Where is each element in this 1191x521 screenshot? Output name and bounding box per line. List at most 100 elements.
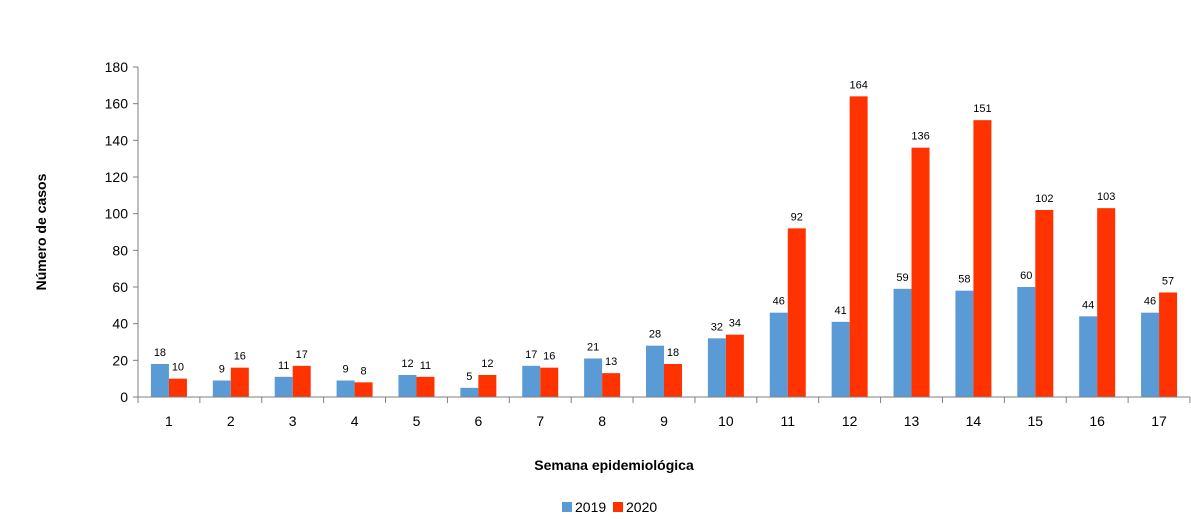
data-label-2020: 13 [605,356,617,368]
data-label-2020: 57 [1162,276,1174,288]
bar-2020 [664,364,682,397]
data-label-2019: 18 [154,347,166,359]
bar-2020 [354,382,373,397]
data-label-2020: 8 [361,365,367,377]
x-tick-label: 3 [289,413,297,429]
data-label-2020: 151 [973,103,991,115]
data-label-2019: 9 [219,364,225,376]
x-tick-label: 16 [1089,413,1105,429]
x-tick-label: 1 [165,413,173,429]
bar-2020 [540,367,559,397]
data-label-2019: 58 [958,274,970,286]
bar-2020 [230,367,249,397]
data-label-2020: 11 [420,360,431,372]
bar-2019 [1141,312,1160,397]
data-label-2020: 102 [1035,193,1053,205]
bar-2019 [274,376,293,397]
x-tick-label: 14 [966,413,982,429]
legend-label-2020: 2020 [626,499,657,515]
data-label-2019: 21 [587,342,599,354]
data-label-2019: 46 [773,296,785,308]
y-tick-label: 140 [105,132,129,148]
data-label-2019: 46 [1144,296,1156,308]
legend-label-2019: 2019 [575,499,606,515]
bar-2019 [522,365,541,397]
bar-2019 [646,345,664,397]
y-tick-label: 80 [112,242,128,258]
legend: 2019 2020 [562,499,657,515]
bar-2020 [602,373,621,397]
x-tick-label: 17 [1151,413,1167,429]
data-label-2019: 12 [401,358,413,370]
x-tick-label: 13 [904,413,920,429]
x-tick-label: 7 [536,413,544,429]
x-tick-label: 2 [227,413,235,429]
x-tick-label: 10 [718,413,734,429]
data-label-2020: 16 [234,351,246,363]
y-tick-label: 20 [112,352,128,368]
bar-2019 [212,380,231,397]
bar-2020 [1097,208,1116,397]
y-tick-label: 100 [105,206,129,222]
y-axis-ticks: 0 20 40 60 80 100 120 140 160 180 [105,59,138,405]
data-label-2020: 12 [481,358,493,370]
bar-2020 [725,334,744,397]
legend-swatch-2020 [613,502,623,512]
data-label-2019: 44 [1082,299,1094,311]
x-tick-label: 9 [660,413,668,429]
x-tick-label: 11 [780,413,795,429]
y-tick-label: 60 [112,279,128,295]
data-label-2019: 60 [1020,270,1032,282]
data-label-2020: 34 [729,318,741,330]
data-label-2019: 59 [896,272,908,284]
data-label-2020: 136 [911,131,929,143]
data-label-2019: 32 [711,321,723,333]
y-axis-title: Número de casos [33,173,49,290]
x-tick-label: 15 [1028,413,1044,429]
bar-2020 [849,96,868,397]
x-tick-label: 4 [351,413,359,429]
bar-2019 [460,387,479,397]
bar-2019 [769,312,788,397]
data-label-2020: 92 [791,211,803,223]
bar-2019 [584,358,603,397]
y-tick-label: 180 [105,59,129,75]
data-label-2019: 11 [278,360,289,372]
bar-2020 [1159,292,1178,397]
bar-series [150,96,1178,398]
bar-2020 [787,228,806,397]
x-tick-label: 5 [413,413,421,429]
data-label-2020: 10 [172,362,184,374]
x-axis-title: Semana epidemiológica [534,457,694,473]
y-tick-label: 40 [112,316,128,332]
bar-2020 [292,365,311,397]
bar-2019 [893,288,912,397]
bar-2020 [973,120,992,398]
data-label-2020: 16 [543,351,555,363]
bar-2019 [336,380,355,397]
data-label-2019: 28 [649,329,661,341]
bar-2019 [707,338,726,397]
data-label-2020: 103 [1097,191,1115,203]
bar-2019 [398,375,417,397]
x-tick-label: 12 [842,413,858,429]
legend-swatch-2019 [562,502,572,512]
bar-2020 [168,378,187,397]
bar-2019 [831,321,850,397]
data-label-2019: 41 [835,305,847,317]
y-tick-label: 120 [105,169,129,185]
x-axis-ticks: 1 2 3 4 5 6 7 8 9 10 11 12 13 14 15 16 17 [137,397,1191,429]
data-label-2020: 18 [667,347,679,359]
y-tick-label: 0 [120,389,128,405]
data-label-2020: 164 [849,79,867,91]
data-label-2019: 17 [525,349,537,361]
data-labels: 18 9 11 9 12 5 17 21 28 32 46 41 59 58 60 44 46 10 16 17 8 11… [154,79,1174,383]
bar-2019 [1079,316,1098,397]
bar-2019 [1017,287,1036,397]
bar-2020 [911,147,930,397]
bar-2019 [955,290,974,397]
data-label-2019: 9 [343,364,349,376]
